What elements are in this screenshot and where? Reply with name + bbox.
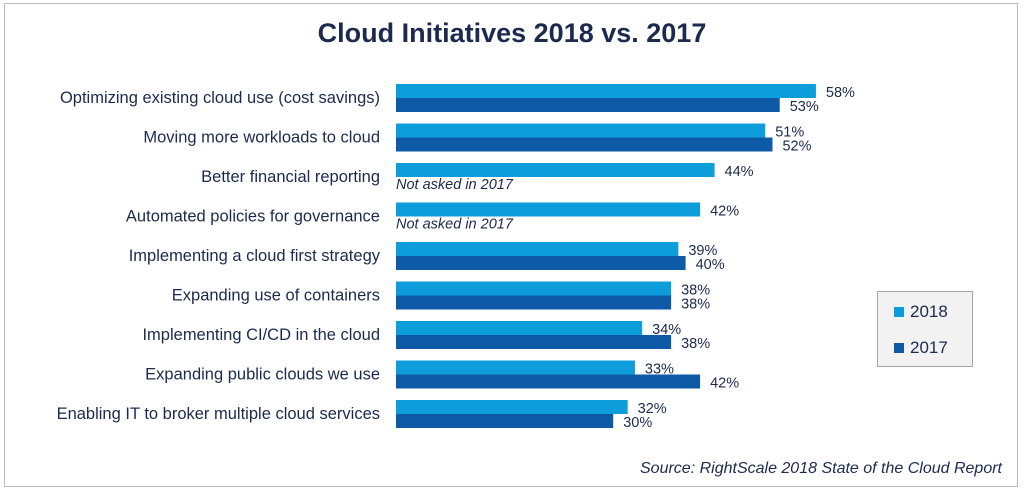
legend-item-2017: 2017 [894,337,948,359]
data-label-2017: 38% [681,297,710,313]
bar-2018 [396,202,701,217]
category-label: Implementing a cloud first strategy [129,247,381,265]
category-label: Implementing CI/CD in the cloud [142,326,380,344]
bar-2017 [396,256,686,270]
data-label-2018: 58% [826,85,855,101]
bar-2017 [396,414,614,428]
category-label: Enabling IT to broker multiple cloud ser… [57,405,380,423]
bar-2018 [396,321,643,335]
data-label-2018: 34% [652,322,681,338]
bar-2018 [396,123,766,138]
data-label-2018: 38% [681,283,710,299]
category-label: Expanding use of containers [172,287,380,305]
data-label-2017: 38% [681,336,710,352]
data-label-2017: 52% [782,139,811,155]
category-label: Moving more workloads to cloud [143,129,380,147]
legend-swatch-2017 [894,343,904,353]
bar-2017 [396,295,672,310]
data-label-2018: 32% [638,401,667,417]
data-label-2017: 42% [710,376,739,392]
bar-2018 [396,163,715,177]
missing-data-note: Not asked in 2017 [396,217,514,233]
category-label: Automated policies for governance [126,208,380,226]
bar-2017 [396,335,672,349]
bar-2018 [396,84,816,98]
bar-2018 [396,281,672,296]
bar-2018 [396,242,679,256]
bar-2017 [396,98,780,112]
chart-legend: 2018 2017 [877,291,973,367]
data-label-2018: 39% [688,243,717,259]
legend-label-2017: 2017 [910,338,948,357]
data-label-2018: 44% [725,164,754,180]
legend-label-2018: 2018 [910,302,948,321]
data-label-2017: 40% [696,257,725,273]
chart-title: Cloud Initiatives 2018 vs. 2017 [317,18,707,48]
data-label-2017: 30% [623,415,652,431]
bar-2017 [396,137,773,152]
category-label: Expanding public clouds we use [145,366,380,384]
data-label-2017: 53% [790,99,819,115]
legend-swatch-2018 [894,307,904,317]
data-label-2018: 42% [710,204,739,220]
data-label-2018: 33% [645,362,674,378]
bar-2018 [396,360,635,375]
source-note: Source: RightScale 2018 State of the Clo… [640,460,1002,477]
category-label: Better financial reporting [201,168,380,186]
missing-data-note: Not asked in 2017 [396,177,514,193]
legend-item-2018: 2018 [894,301,948,323]
bar-2018 [396,400,628,414]
bar-2017 [396,374,701,389]
data-label-2018: 51% [775,125,804,141]
category-label: Optimizing existing cloud use (cost savi… [60,89,380,107]
